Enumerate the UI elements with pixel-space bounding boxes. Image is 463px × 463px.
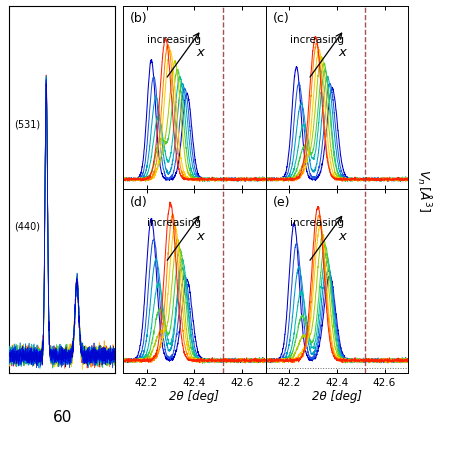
Text: 60: 60: [52, 409, 72, 424]
Text: (b): (b): [130, 13, 147, 25]
Text: increasing: increasing: [147, 218, 200, 228]
Text: (d): (d): [130, 195, 147, 208]
Text: (c): (c): [272, 13, 289, 25]
X-axis label: 2θ [deg]: 2θ [deg]: [169, 389, 219, 402]
Text: (531): (531): [14, 119, 41, 129]
X-axis label: 2θ [deg]: 2θ [deg]: [311, 389, 361, 402]
Text: $x$: $x$: [338, 46, 348, 59]
Text: $x$: $x$: [338, 229, 348, 242]
Text: $x$: $x$: [195, 229, 206, 242]
Text: $x$: $x$: [195, 46, 206, 59]
Text: increasing: increasing: [289, 35, 343, 45]
Text: increasing: increasing: [289, 218, 343, 228]
Text: increasing: increasing: [147, 35, 200, 45]
Text: (e): (e): [272, 195, 289, 208]
Text: (440): (440): [14, 221, 40, 232]
Text: $V_n\,[\AA^3]$: $V_n\,[\AA^3]$: [414, 169, 432, 211]
